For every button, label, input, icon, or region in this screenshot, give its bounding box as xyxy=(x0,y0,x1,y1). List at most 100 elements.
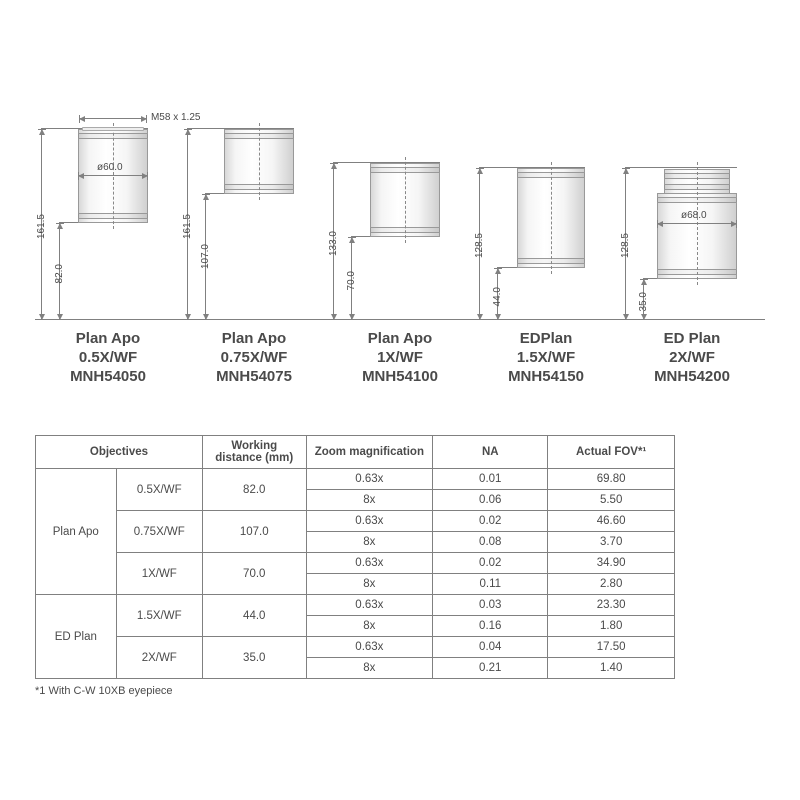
dim-extension xyxy=(205,193,224,194)
dim-total-height-label: 161.5 xyxy=(36,214,47,239)
cell-fov: 69.80 xyxy=(548,469,675,490)
cell-zoom: 8x xyxy=(306,574,433,595)
cell-family: Plan Apo xyxy=(36,469,117,595)
cell-fov: 5.50 xyxy=(548,490,675,511)
cell-na: 0.04 xyxy=(433,637,548,658)
spec-table-wrap: Objectives Working distance (mm) Zoom ma… xyxy=(35,435,675,697)
diagram-area: 161.5 82.0 ø60.0 M58 x 1.25 161.5 107.0 133.0 7… xyxy=(35,60,765,320)
dim-total-height-label: 128.5 xyxy=(474,233,485,258)
cell-na: 0.16 xyxy=(433,616,548,637)
cell-wd: 44.0 xyxy=(202,595,306,637)
objective-label: EDPlan1.5X/WFMNH54150 xyxy=(473,330,619,386)
cell-fov: 3.70 xyxy=(548,532,675,553)
objective-label: Plan Apo0.5X/WFMNH54050 xyxy=(35,330,181,386)
table-row: 0.75X/WF107.00.63x0.0246.60 xyxy=(36,511,675,532)
dim-working-distance: 107.0 xyxy=(205,194,206,320)
objective-obj4: 128.5 44.0 xyxy=(473,168,619,320)
cell-na: 0.21 xyxy=(433,658,548,679)
dim-diameter: ø68.0 xyxy=(657,223,737,224)
dim-extension xyxy=(497,267,517,268)
footnote: *1 With C-W 10XB eyepiece xyxy=(35,685,675,697)
cell-zoom: 0.63x xyxy=(306,553,433,574)
dim-thread-label: M58 x 1.25 xyxy=(151,112,200,123)
cell-na: 0.11 xyxy=(433,574,548,595)
cell-zoom: 8x xyxy=(306,658,433,679)
dim-diameter-label: ø60.0 xyxy=(97,162,123,173)
cell-fov: 2.80 xyxy=(548,574,675,595)
cell-na: 0.02 xyxy=(433,511,548,532)
dim-thread: M58 x 1.25 xyxy=(79,118,147,119)
dim-total-height: 161.5 xyxy=(41,129,42,320)
cell-wd: 107.0 xyxy=(202,511,306,553)
dim-total-height-label: 161.5 xyxy=(182,214,193,239)
objective-obj3: 133.0 70.0 xyxy=(327,163,473,320)
dim-extension xyxy=(59,222,78,223)
dim-extension xyxy=(187,128,294,129)
cell-zoom: 8x xyxy=(306,532,433,553)
cell-wd: 82.0 xyxy=(202,469,306,511)
objective-obj2: 161.5 107.0 xyxy=(181,129,327,320)
dim-working-distance: 35.0 xyxy=(643,279,644,320)
cell-zoom: 0.63x xyxy=(306,637,433,658)
table-row: 2X/WF35.00.63x0.0417.50 xyxy=(36,637,675,658)
dim-extension xyxy=(351,236,370,237)
spec-table: Objectives Working distance (mm) Zoom ma… xyxy=(35,435,675,679)
table-row: Plan Apo0.5X/WF82.00.63x0.0169.80 xyxy=(36,469,675,490)
dim-working-distance: 82.0 xyxy=(59,223,60,320)
cell-na: 0.06 xyxy=(433,490,548,511)
cell-fov: 34.90 xyxy=(548,553,675,574)
th-fov: Actual FOV*¹ xyxy=(548,436,675,469)
cell-wd: 70.0 xyxy=(202,553,306,595)
objective-obj5: 128.5 35.0 ø68.0 xyxy=(619,168,765,320)
objective-label: Plan Apo0.75X/WFMNH54075 xyxy=(181,330,327,386)
cell-model: 2X/WF xyxy=(116,637,202,679)
cell-model: 1X/WF xyxy=(116,553,202,595)
th-zoom: Zoom magnification xyxy=(306,436,433,469)
cell-zoom: 0.63x xyxy=(306,595,433,616)
cell-zoom: 8x xyxy=(306,490,433,511)
dim-extension xyxy=(643,278,657,279)
thread-ring xyxy=(82,127,145,131)
dim-wd-label: 35.0 xyxy=(638,292,649,311)
objective-obj1: 161.582.0ø60.0M58 x 1.25 xyxy=(35,129,181,320)
cell-fov: 23.30 xyxy=(548,595,675,616)
dim-total-height-label: 128.5 xyxy=(620,233,631,258)
dim-wd-label: 44.0 xyxy=(492,287,503,306)
cell-fov: 1.80 xyxy=(548,616,675,637)
cell-na: 0.08 xyxy=(433,532,548,553)
dim-total-height: 133.0 xyxy=(333,163,334,320)
dim-total-height: 161.5 xyxy=(187,129,188,320)
cell-wd: 35.0 xyxy=(202,637,306,679)
cell-zoom: 0.63x xyxy=(306,511,433,532)
th-na: NA xyxy=(433,436,548,469)
centerline xyxy=(113,123,114,229)
centerline xyxy=(405,157,406,243)
cell-zoom: 0.63x xyxy=(306,469,433,490)
cell-fov: 46.60 xyxy=(548,511,675,532)
cell-fov: 1.40 xyxy=(548,658,675,679)
dim-diameter: ø60.0 xyxy=(78,175,149,176)
objective-label: ED Plan2X/WFMNH54200 xyxy=(619,330,765,386)
cell-fov: 17.50 xyxy=(548,637,675,658)
dim-extension xyxy=(625,167,737,168)
dim-extension xyxy=(333,162,440,163)
centerline xyxy=(259,123,260,199)
dim-total-height: 128.5 xyxy=(625,168,626,320)
cell-zoom: 8x xyxy=(306,616,433,637)
th-objectives: Objectives xyxy=(36,436,203,469)
cell-model: 0.5X/WF xyxy=(116,469,202,511)
dim-wd-label: 107.0 xyxy=(200,244,211,269)
table-row: 1X/WF70.00.63x0.0234.90 xyxy=(36,553,675,574)
cell-na: 0.02 xyxy=(433,553,548,574)
cell-family: ED Plan xyxy=(36,595,117,679)
dim-diameter-label: ø68.0 xyxy=(681,210,707,221)
dim-working-distance: 44.0 xyxy=(497,268,498,320)
dim-total-height: 128.5 xyxy=(479,168,480,320)
dim-total-height-label: 133.0 xyxy=(328,231,339,256)
centerline xyxy=(551,162,552,274)
table-row: ED Plan1.5X/WF44.00.63x0.0323.30 xyxy=(36,595,675,616)
cell-na: 0.01 xyxy=(433,469,548,490)
dim-wd-label: 82.0 xyxy=(54,264,65,283)
dim-working-distance: 70.0 xyxy=(351,237,352,320)
dim-extension xyxy=(479,167,585,168)
